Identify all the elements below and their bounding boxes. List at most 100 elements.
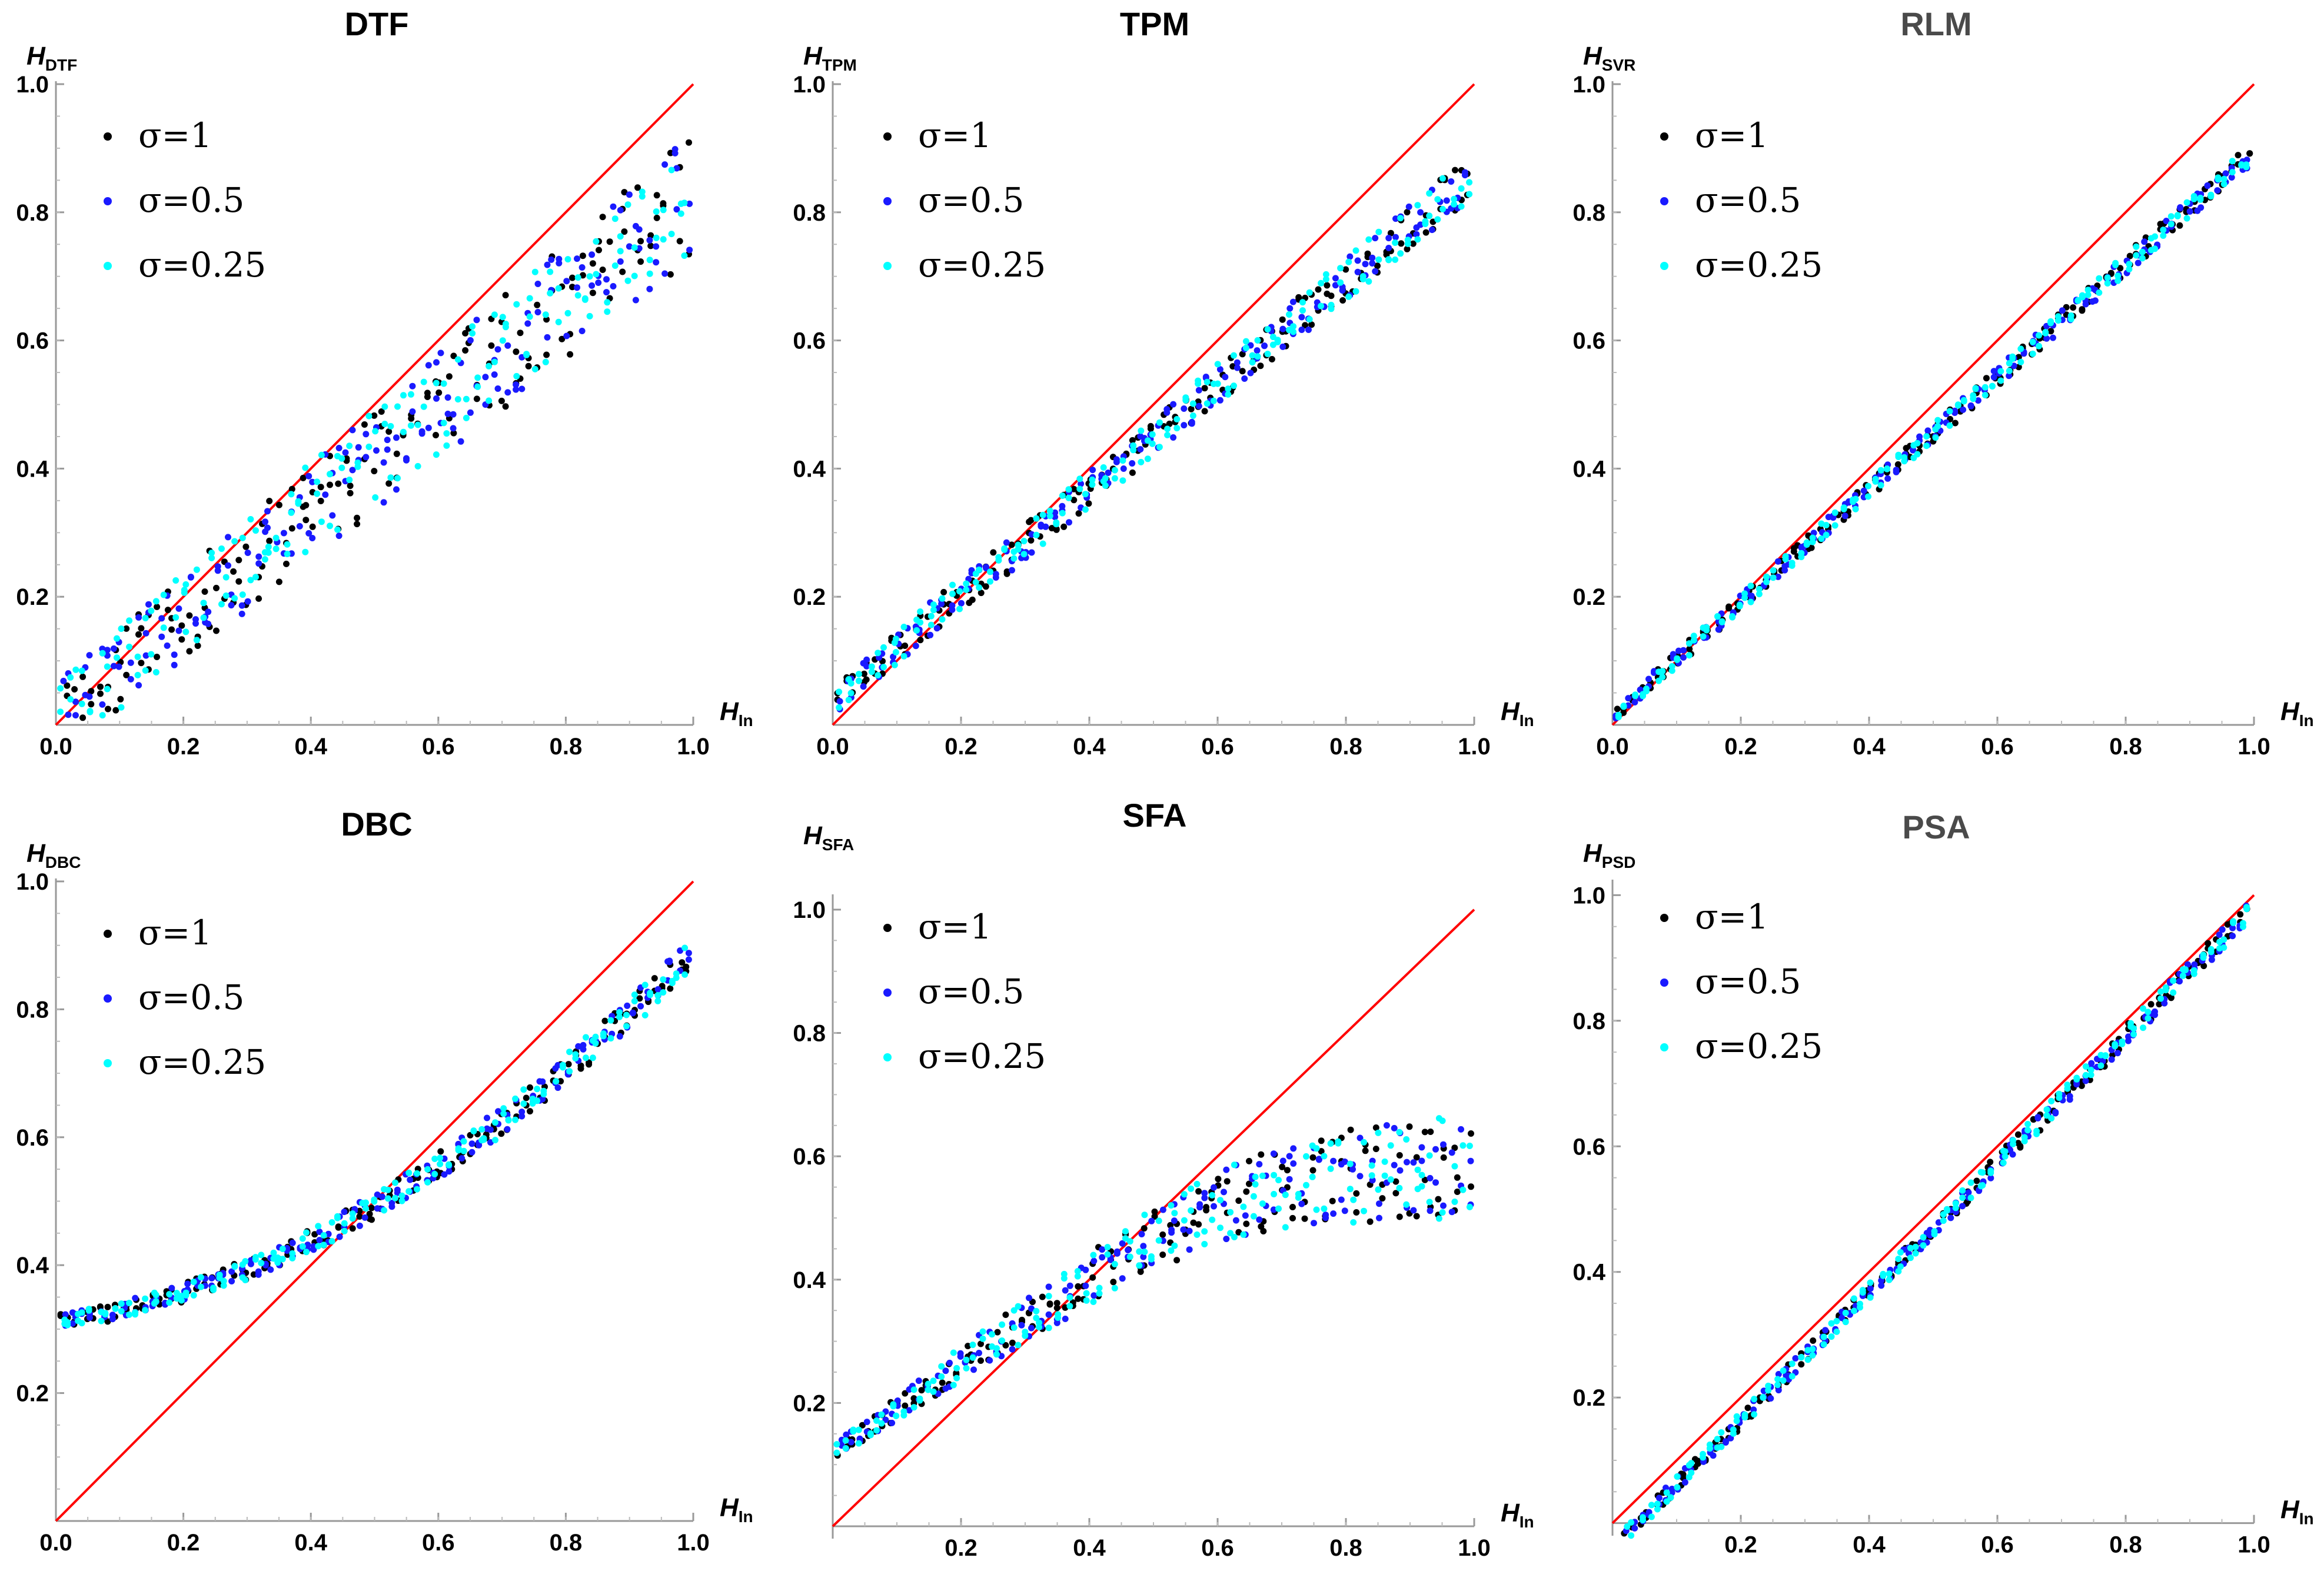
data-point	[454, 396, 461, 403]
data-point	[2170, 989, 2177, 996]
y-tick-label: 0.6	[16, 1125, 49, 1151]
data-point	[182, 1289, 189, 1296]
data-point	[198, 1283, 204, 1290]
data-point	[1910, 447, 1916, 454]
data-point	[855, 677, 862, 684]
data-point	[1997, 368, 2004, 375]
y-tick-label: 1.0	[793, 897, 826, 923]
data-point	[414, 462, 421, 470]
data-point	[349, 1225, 356, 1232]
data-point	[1392, 1190, 1399, 1197]
data-point	[1765, 1387, 1772, 1394]
data-point	[578, 328, 586, 334]
data-point	[1045, 1311, 1052, 1318]
data-point	[1119, 477, 1126, 484]
data-point	[1159, 1206, 1166, 1213]
data-point	[400, 392, 407, 399]
data-point	[242, 1277, 249, 1283]
data-point	[1422, 229, 1429, 236]
data-point	[142, 667, 149, 674]
data-point	[462, 329, 469, 337]
data-point	[1120, 465, 1127, 472]
data-point	[639, 193, 646, 200]
data-point	[414, 1186, 420, 1193]
data-point	[850, 1426, 857, 1433]
data-point	[534, 281, 541, 287]
data-point	[1322, 276, 1329, 283]
scatter-points	[833, 1115, 1474, 1459]
data-point	[366, 1210, 373, 1217]
legend-label: σ=1	[1695, 115, 1768, 155]
data-point	[1168, 1247, 1175, 1254]
data-point	[2179, 972, 2186, 979]
data-point	[1026, 1294, 1032, 1302]
data-point	[1396, 1213, 1403, 1220]
legend-label: σ=1	[138, 115, 212, 155]
data-point	[1421, 1129, 1428, 1136]
data-point	[1231, 382, 1237, 390]
data-point	[543, 316, 550, 323]
data-point	[1119, 1275, 1126, 1282]
data-point	[1369, 254, 1376, 261]
data-point	[599, 214, 606, 221]
data-point	[205, 608, 212, 615]
x-tick-label: 0.2	[1724, 1532, 1757, 1558]
data-point	[218, 601, 225, 608]
data-point	[976, 566, 983, 573]
data-point	[311, 1231, 318, 1238]
x-tick-label: 1.0	[2237, 734, 2270, 760]
data-point	[2220, 944, 2227, 951]
data-point	[67, 696, 74, 703]
data-point	[1466, 1203, 1473, 1210]
data-point	[1760, 1394, 1767, 1401]
data-point	[2033, 1130, 2040, 1137]
data-point	[2240, 923, 2246, 930]
data-point	[563, 332, 570, 340]
data-point	[558, 335, 566, 342]
data-point	[979, 1328, 986, 1335]
data-point	[1700, 633, 1707, 640]
data-point	[1852, 505, 1859, 512]
data-point	[915, 1377, 922, 1384]
data-point	[272, 545, 280, 552]
data-point	[1164, 425, 1171, 432]
data-point	[1934, 422, 1941, 430]
data-point	[539, 1078, 546, 1085]
data-point	[2243, 164, 2250, 171]
data-point	[946, 1359, 953, 1366]
data-point	[1243, 1220, 1250, 1227]
data-point	[1439, 205, 1446, 212]
data-point	[631, 998, 638, 1004]
data-point	[154, 603, 161, 610]
data-point	[1240, 1231, 1247, 1238]
data-point	[513, 372, 520, 380]
data-point	[231, 1263, 238, 1270]
data-point	[1217, 1224, 1223, 1231]
data-point	[363, 431, 370, 438]
legend-marker	[104, 994, 112, 1003]
panel-title: DTF	[345, 5, 409, 42]
data-point	[1060, 523, 1068, 530]
data-point	[1840, 505, 1847, 512]
data-point	[1075, 1295, 1082, 1302]
data-point	[938, 600, 945, 607]
data-point	[2145, 1015, 2152, 1022]
data-point	[368, 1216, 375, 1223]
data-point	[1042, 523, 1049, 530]
data-point	[843, 1431, 850, 1438]
data-point	[1780, 1377, 1787, 1384]
data-point	[1111, 467, 1118, 474]
y-tick-label: 0.6	[16, 328, 49, 354]
data-point	[1046, 1301, 1053, 1308]
legend-marker	[883, 988, 892, 997]
data-point	[126, 617, 133, 624]
data-point	[242, 543, 250, 550]
data-point	[99, 701, 106, 708]
data-point	[2186, 208, 2193, 215]
data-point	[1305, 327, 1312, 333]
data-point	[621, 228, 628, 235]
data-point	[2130, 1025, 2137, 1032]
data-point	[98, 1317, 105, 1324]
data-point	[309, 523, 316, 530]
